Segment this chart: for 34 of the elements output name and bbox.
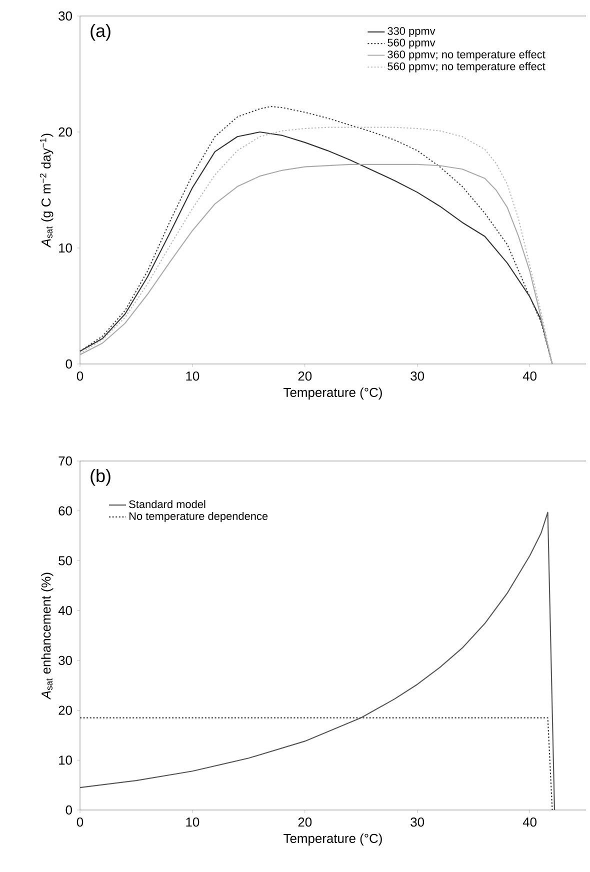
legend-label: No temperature dependence	[129, 512, 268, 522]
x-tick-label: 30	[410, 371, 424, 381]
y-tick-label: 0	[66, 805, 72, 815]
y-tick-label: 60	[58, 506, 72, 516]
y-tick-label: 30	[58, 656, 72, 666]
x-tick-label: 20	[298, 818, 312, 827]
y-tick-label: 30	[58, 11, 72, 21]
chart-title: (b)	[90, 469, 110, 486]
x-tick-label: 0	[76, 371, 84, 381]
x-tick-label: 40	[522, 371, 536, 381]
legend-label: 560 ppmv; no temperature effect	[388, 62, 546, 72]
y-tick-label: 10	[59, 756, 72, 765]
legend-label: 330 ppmv	[388, 27, 436, 38]
legend-label: 360 ppmv; no temperature effect	[388, 50, 546, 61]
x-tick-label: 20	[298, 371, 312, 381]
x-axis-title: Temperature (°C)	[284, 834, 382, 846]
x-axis-title: Temperature (°C)	[284, 388, 382, 400]
y-tick-label: 40	[58, 606, 72, 616]
y-tick-label: 70	[58, 456, 72, 466]
y-tick-label: 20	[58, 706, 72, 715]
x-tick-label: 10	[186, 818, 200, 827]
x-tick-label: 10	[186, 371, 200, 381]
y-axis-title: A$_{sat}$ (g C m$^{−2}$ day$^{−1}$)	[40, 134, 54, 248]
y-tick-label: 20	[58, 127, 72, 137]
y-tick-label: 0	[66, 359, 72, 369]
y-tick-label: 10	[59, 243, 72, 253]
x-tick-label: 40	[522, 818, 536, 827]
x-tick-label: 30	[410, 818, 424, 827]
chart-title: (a)	[90, 24, 110, 41]
y-axis-title: A$_{sat}$ enhancement (%)	[41, 572, 54, 700]
legend-label: Standard model	[129, 500, 206, 508]
y-tick-label: 50	[58, 556, 72, 566]
legend-label: 560 ppmv	[388, 38, 436, 49]
x-tick-label: 0	[76, 818, 84, 827]
